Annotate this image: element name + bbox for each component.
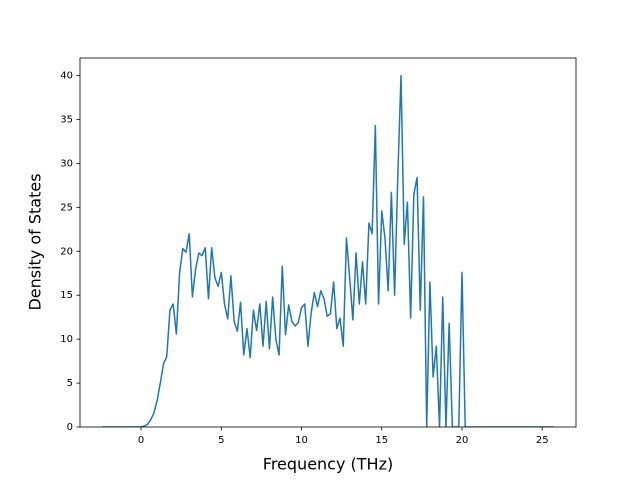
y-tick-label: 15 [60, 290, 73, 301]
y-tick-label: 10 [60, 334, 73, 345]
dos-line [102, 74, 554, 427]
x-tick-label: 10 [295, 435, 308, 446]
x-tick-label: 25 [536, 435, 549, 446]
plot-frame [79, 57, 577, 428]
y-tick-label: 20 [60, 246, 73, 257]
x-tick-label: 5 [218, 435, 224, 446]
y-tick-label: 0 [67, 422, 73, 433]
y-tick-label: 30 [60, 158, 73, 169]
x-tick-label: 20 [456, 435, 469, 446]
y-tick-label: 35 [60, 115, 73, 126]
x-tick-label: 15 [375, 435, 388, 446]
y-tick-label: 40 [60, 71, 73, 82]
x-axis-label: Frequency (THz) [263, 455, 393, 474]
y-tick-label: 25 [60, 202, 73, 213]
y-tick-label: 5 [67, 378, 73, 389]
x-tick-label: 0 [138, 435, 144, 446]
y-axis-label: Density of States [26, 173, 45, 310]
